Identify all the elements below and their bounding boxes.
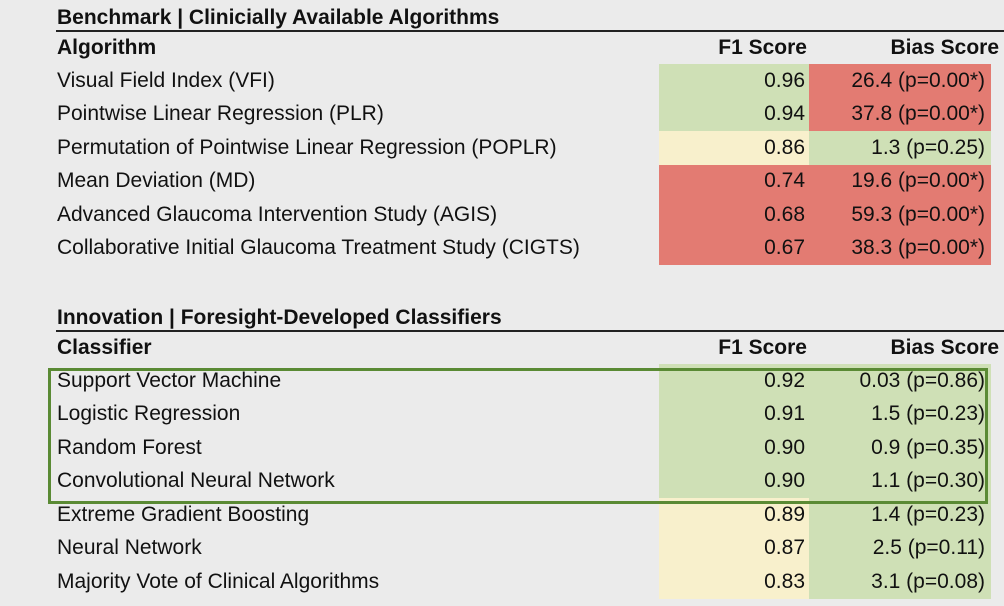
f1-score-cell: 0.74 <box>659 164 809 198</box>
row-name: Random Forest <box>57 435 202 459</box>
innovation-section: Innovation | Foresight-Developed Classif… <box>56 304 1004 599</box>
f1-score-cell: 0.96 <box>659 64 809 98</box>
row-name: Extreme Gradient Boosting <box>57 502 310 526</box>
table-row: Neural Network 0.87 2.5 (p=0.11) <box>56 531 1004 565</box>
bias-score-cell: 26.4 (p=0.00*) <box>809 64 991 98</box>
bias-score-cell: 2.5 (p=0.11) <box>809 531 991 565</box>
row-name: Logistic Regression <box>57 402 241 426</box>
row-name: Pointwise Linear Regression (PLR) <box>57 102 384 126</box>
row-name: Neural Network <box>57 536 202 560</box>
table-row: Logistic Regression 0.91 1.5 (p=0.23) <box>56 397 1004 431</box>
table-row: Mean Deviation (MD) 0.74 19.6 (p=0.00*) <box>56 164 1004 198</box>
row-name: Visual Field Index (VFI) <box>57 68 275 92</box>
f1-score-cell: 0.90 <box>659 464 809 498</box>
innovation-header-row: Classifier F1 Score Bias Score <box>56 332 1004 364</box>
innovation-title: Innovation | Foresight-Developed Classif… <box>56 304 1004 332</box>
table-row: Pointwise Linear Regression (PLR) 0.94 37.… <box>56 97 1004 131</box>
bias-score-cell: 37.8 (p=0.00*) <box>809 97 991 131</box>
f1-score-cell: 0.94 <box>659 97 809 131</box>
table-row: Majority Vote of Clinical Algorithms 0.83… <box>56 565 1004 599</box>
bias-score-cell: 1.3 (p=0.25) <box>809 131 991 165</box>
row-name: Support Vector Machine <box>57 368 282 392</box>
table-row: Visual Field Index (VFI) 0.96 26.4 (p=0.00… <box>56 64 1004 98</box>
bias-score-cell: 3.1 (p=0.08) <box>809 565 991 599</box>
table-row: Permutation of Pointwise Linear Regressi… <box>56 131 1004 165</box>
f1-score-cell: 0.89 <box>659 498 809 532</box>
bias-score-cell: 0.9 (p=0.35) <box>809 431 991 465</box>
header-f1-score: F1 Score <box>718 336 807 359</box>
f1-score-cell: 0.92 <box>659 364 809 398</box>
innovation-rows: Support Vector Machine 0.92 0.03 (p=0.86) L… <box>56 364 1004 599</box>
header-bias-score: Bias Score <box>890 36 999 59</box>
bias-score-cell: 19.6 (p=0.00*) <box>809 164 991 198</box>
header-algorithm: Algorithm <box>57 36 157 59</box>
row-name: Advanced Glaucoma Intervention Study (AG… <box>57 202 498 226</box>
row-name: Convolutional Neural Network <box>57 469 335 493</box>
table-row: Support Vector Machine 0.92 0.03 (p=0.86) <box>56 364 1004 398</box>
bias-score-cell: 59.3 (p=0.00*) <box>809 198 991 232</box>
header-f1-score: F1 Score <box>718 36 807 59</box>
row-name: Mean Deviation (MD) <box>57 169 256 193</box>
table-row: Extreme Gradient Boosting 0.89 1.4 (p=0.23… <box>56 498 1004 532</box>
table-row: Convolutional Neural Network 0.90 1.1 (p=0… <box>56 464 1004 498</box>
f1-score-cell: 0.67 <box>659 231 809 265</box>
bias-score-cell: 1.1 (p=0.30) <box>809 464 991 498</box>
benchmark-title: Benchmark | Clinicially Available Algori… <box>56 4 1004 32</box>
row-name: Majority Vote of Clinical Algorithms <box>57 569 380 593</box>
f1-score-cell: 0.83 <box>659 565 809 599</box>
table-row: Random Forest 0.90 0.9 (p=0.35) <box>56 431 1004 465</box>
f1-score-cell: 0.87 <box>659 531 809 565</box>
benchmark-header-row: Algorithm F1 Score Bias Score <box>56 32 1004 64</box>
table-row: Collaborative Initial Glaucoma Treatment… <box>56 231 1004 265</box>
benchmark-section: Benchmark | Clinicially Available Algori… <box>56 4 1004 265</box>
bias-score-cell: 38.3 (p=0.00*) <box>809 231 991 265</box>
header-classifier: Classifier <box>57 336 152 359</box>
bias-score-cell: 1.4 (p=0.23) <box>809 498 991 532</box>
f1-score-cell: 0.86 <box>659 131 809 165</box>
bias-score-cell: 0.03 (p=0.86) <box>809 364 991 398</box>
row-name: Collaborative Initial Glaucoma Treatment… <box>57 236 580 260</box>
f1-score-cell: 0.91 <box>659 397 809 431</box>
f1-score-cell: 0.90 <box>659 431 809 465</box>
row-name: Permutation of Pointwise Linear Regressi… <box>57 135 557 159</box>
bias-score-cell: 1.5 (p=0.23) <box>809 397 991 431</box>
header-bias-score: Bias Score <box>890 336 999 359</box>
f1-score-cell: 0.68 <box>659 198 809 232</box>
benchmark-rows: Visual Field Index (VFI) 0.96 26.4 (p=0.00… <box>56 64 1004 265</box>
table-row: Advanced Glaucoma Intervention Study (AG… <box>56 198 1004 232</box>
